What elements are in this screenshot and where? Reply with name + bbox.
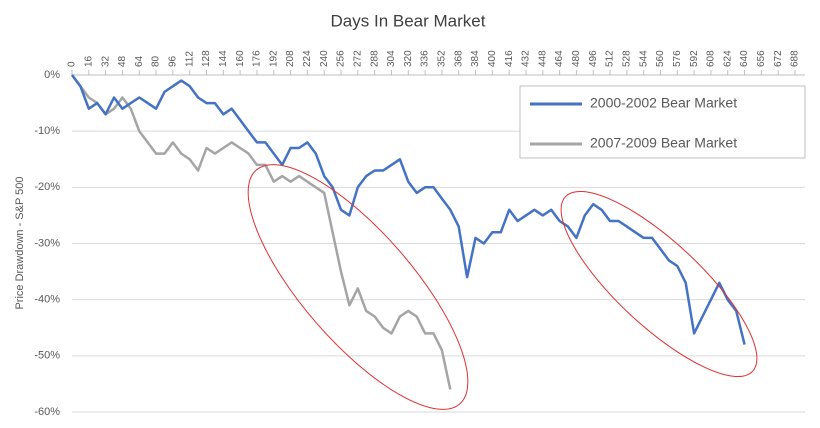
- x-tick-label: 288: [369, 50, 380, 67]
- x-tick-label: 352: [437, 50, 448, 67]
- x-tick-label: 320: [403, 50, 414, 67]
- x-tick-label: 624: [722, 50, 733, 67]
- x-tick-label: 464: [554, 50, 565, 67]
- x-tick-label: 96: [168, 55, 179, 67]
- x-tick-label: 560: [655, 50, 666, 67]
- x-tick-label: 608: [706, 50, 717, 67]
- x-tick-label: 688: [790, 50, 801, 67]
- y-tick-label: -20%: [34, 181, 60, 193]
- x-tick-label: 576: [672, 50, 683, 67]
- x-tick-label: 416: [504, 50, 515, 67]
- x-tick-label: 480: [571, 50, 582, 67]
- x-tick-label: 208: [285, 50, 296, 67]
- x-tick-label: 656: [756, 50, 767, 67]
- x-tick-label: 592: [689, 50, 700, 67]
- plot-area: 0% -10% -20% -30% -40% -50% -60% 0 16 32 48 64 80 96 1…: [34, 50, 805, 418]
- legend-label: 2000-2002 Bear Market: [590, 95, 737, 111]
- x-tick-label: 432: [521, 50, 532, 67]
- series-line: [71, 74, 452, 390]
- legend-label: 2007-2009 Bear Market: [590, 135, 737, 151]
- series-line: [71, 74, 746, 345]
- x-tick-label: 336: [420, 50, 431, 67]
- x-tick-label: 272: [352, 50, 363, 67]
- highlight-ellipse: [560, 190, 758, 378]
- x-tick-label: 400: [487, 50, 498, 67]
- x-tick-label: 16: [83, 55, 94, 67]
- x-tick-label: 80: [151, 55, 162, 67]
- y-tick-label: -40%: [34, 294, 60, 306]
- x-tick-label: 64: [134, 55, 145, 67]
- x-tick-label: 640: [739, 50, 750, 67]
- x-tick-label: 448: [537, 50, 548, 67]
- x-tick-label: 32: [100, 55, 111, 67]
- x-tick-label: 496: [588, 50, 599, 67]
- x-tick-label: 384: [470, 50, 481, 67]
- x-tick-label: 256: [336, 50, 347, 67]
- y-tick-label: 0%: [44, 69, 60, 81]
- x-tick-label: 544: [638, 50, 649, 67]
- x-tick-label: 224: [302, 50, 313, 67]
- x-tick-label: 672: [773, 50, 784, 67]
- x-tick-label: 304: [386, 50, 397, 67]
- x-tick-label: 128: [201, 50, 212, 67]
- x-tick-label: 160: [235, 50, 246, 67]
- chart-title: Days In Bear Market: [331, 11, 486, 30]
- x-tick-label: 528: [622, 50, 633, 67]
- y-tick-label: -30%: [34, 237, 60, 249]
- y-tick-label: -10%: [34, 125, 60, 137]
- x-tick-label: 368: [453, 50, 464, 67]
- x-tick-label: 144: [218, 50, 229, 67]
- legend: [519, 85, 806, 159]
- x-tick-label: 192: [268, 50, 279, 67]
- highlight-ellipse: [247, 164, 469, 410]
- x-tick-label: 112: [184, 51, 195, 67]
- x-tick-label: 48: [117, 55, 128, 67]
- x-tick-label: 240: [319, 50, 330, 67]
- x-tick-label: 0: [67, 61, 78, 67]
- x-tick-label: 512: [605, 50, 616, 67]
- x-tick-label: 176: [252, 50, 263, 67]
- y-tick-label: -50%: [34, 350, 60, 362]
- y-tick-label: -60%: [34, 406, 60, 418]
- y-axis-label: Price Drawdown - S&P 500: [14, 176, 26, 309]
